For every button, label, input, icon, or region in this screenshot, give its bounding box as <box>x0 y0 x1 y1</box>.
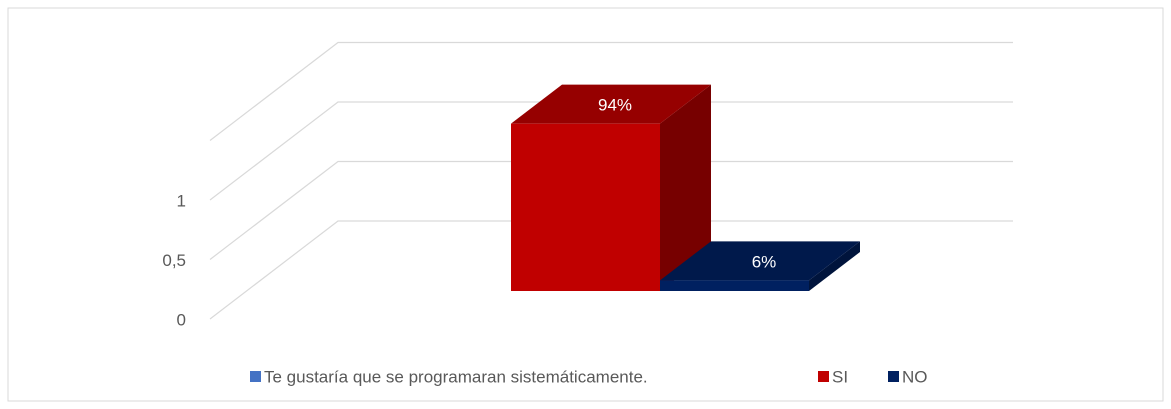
bar-top <box>511 84 711 124</box>
data-label: 94% <box>598 96 632 115</box>
y-tick-label: 0 <box>177 310 186 329</box>
y-tick-label: 0,5 <box>162 251 186 270</box>
legend-label: NO <box>902 367 928 386</box>
legend-swatch <box>888 371 899 382</box>
grid-line <box>209 160 1013 260</box>
bar-side <box>809 241 860 291</box>
y-tick-label: 1 <box>177 191 186 210</box>
legend-swatch <box>250 371 261 382</box>
legend-label: SI <box>832 367 848 386</box>
legend-label: Te gustaría que se programaran sistemáti… <box>264 367 648 386</box>
grid-line <box>209 220 1013 320</box>
bar <box>511 123 660 292</box>
data-label: 6% <box>752 252 777 271</box>
grid-line <box>209 41 1013 141</box>
bar-top <box>660 241 860 281</box>
legend-swatch <box>818 371 829 382</box>
grid-line <box>209 101 1013 201</box>
bar <box>660 280 809 291</box>
bar-side <box>660 84 711 292</box>
